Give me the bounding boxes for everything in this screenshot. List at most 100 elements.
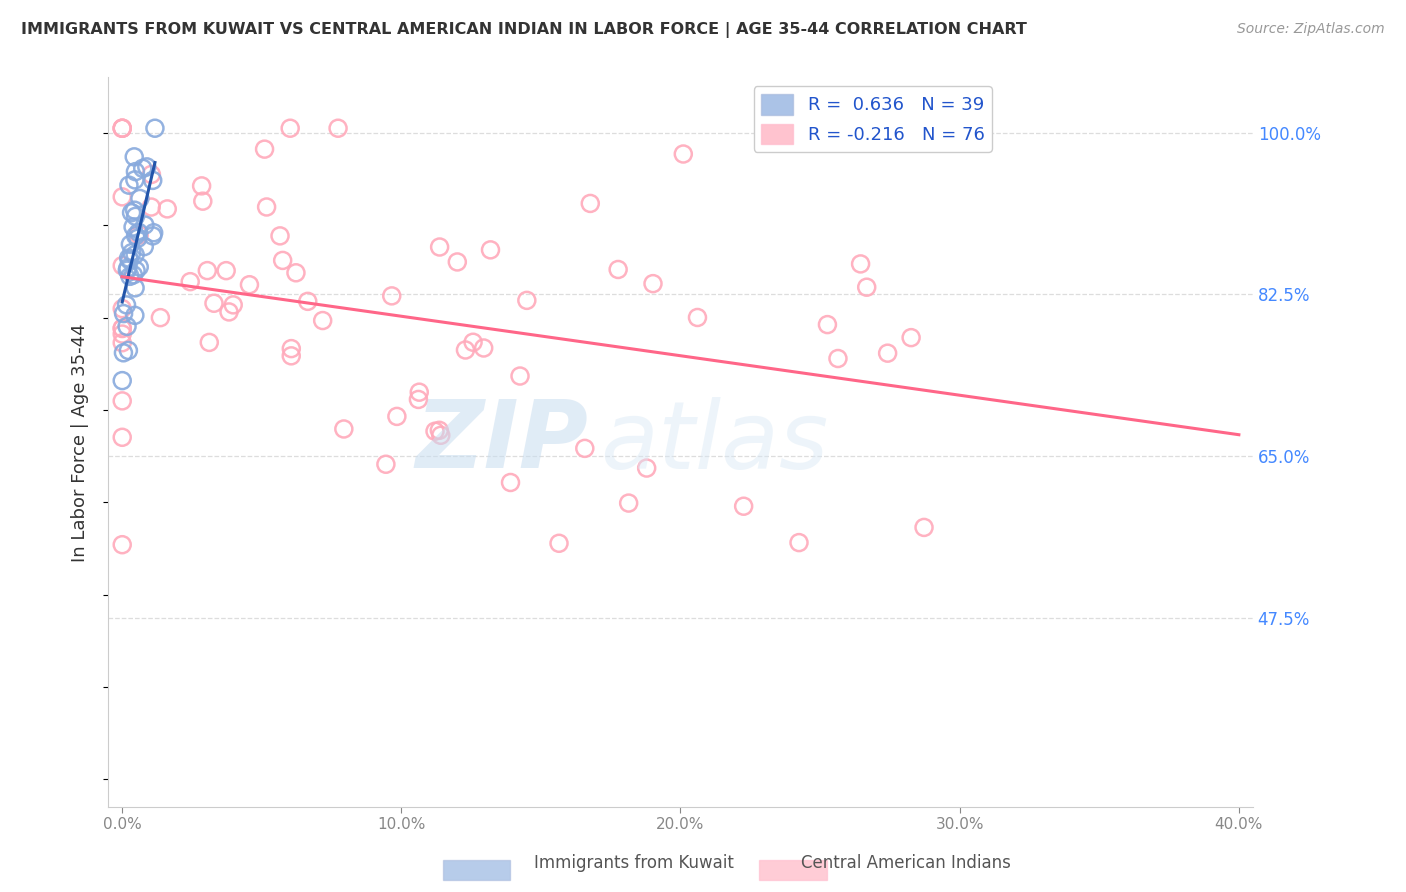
Point [499, 475, 522, 490]
Point [111, 335, 134, 350]
Point [574, 442, 596, 456]
Text: atlas: atlas [600, 397, 828, 488]
Point [297, 294, 319, 309]
Point [111, 190, 134, 204]
Point [222, 298, 245, 312]
Point [128, 225, 150, 239]
Point [111, 259, 134, 273]
Point [430, 428, 453, 442]
Point [111, 393, 134, 408]
Point [125, 263, 148, 277]
Point [141, 200, 163, 214]
Point [454, 343, 477, 357]
Point [124, 247, 146, 261]
Point [121, 205, 143, 219]
Point [134, 218, 156, 232]
Point [733, 500, 755, 514]
Point [787, 535, 810, 549]
Point [121, 245, 143, 260]
Point [124, 203, 146, 218]
Point [124, 281, 146, 295]
Point [149, 310, 172, 325]
Point [115, 319, 138, 334]
Point [617, 496, 640, 510]
Point [195, 263, 218, 277]
Point [124, 309, 146, 323]
Point [156, 202, 179, 216]
Point [111, 538, 134, 552]
Point [198, 335, 221, 350]
Point [111, 121, 134, 136]
Point [461, 335, 484, 350]
Text: Source: ZipAtlas.com: Source: ZipAtlas.com [1237, 22, 1385, 37]
Point [672, 147, 695, 161]
Point [446, 255, 468, 269]
Point [509, 369, 531, 384]
Point [111, 121, 134, 136]
Point [117, 343, 139, 358]
Point [111, 301, 134, 316]
Point [333, 422, 356, 436]
Point [112, 346, 135, 360]
Point [429, 240, 451, 254]
Point [312, 313, 335, 327]
Point [278, 121, 301, 136]
Point [111, 321, 134, 335]
Point [143, 121, 166, 136]
Point [117, 260, 139, 275]
Point [215, 263, 238, 277]
Point [269, 228, 291, 243]
Point [385, 409, 408, 424]
Point [142, 228, 165, 243]
Point [142, 173, 165, 187]
Text: Immigrants from Kuwait: Immigrants from Kuwait [534, 855, 734, 872]
Point [122, 268, 145, 282]
Point [124, 164, 146, 178]
Point [124, 228, 146, 243]
Point [900, 330, 922, 344]
Point [803, 121, 825, 136]
Point [142, 226, 165, 240]
Point [238, 277, 260, 292]
Point [111, 430, 134, 444]
Point [326, 121, 349, 136]
Point [912, 520, 935, 534]
Point [855, 280, 877, 294]
Point [284, 266, 307, 280]
Point [408, 392, 430, 407]
Point [686, 310, 709, 325]
Text: ZIP: ZIP [416, 396, 589, 488]
Point [128, 260, 150, 274]
Point [408, 385, 430, 400]
Point [817, 318, 839, 332]
Point [253, 142, 276, 156]
Point [117, 263, 139, 277]
Point [516, 293, 538, 308]
Point [280, 349, 302, 363]
Point [827, 351, 849, 366]
Point [111, 374, 134, 388]
Point [427, 423, 450, 437]
Point [190, 178, 212, 193]
Point [128, 227, 150, 242]
Y-axis label: In Labor Force | Age 35-44: In Labor Force | Age 35-44 [72, 323, 89, 562]
Point [111, 327, 134, 342]
Point [256, 200, 278, 214]
Point [112, 307, 135, 321]
Point [122, 150, 145, 164]
Point [124, 173, 146, 187]
Point [115, 298, 138, 312]
Point [548, 536, 571, 550]
Point [111, 321, 134, 335]
Point [120, 237, 142, 252]
Point [472, 341, 495, 355]
Point [381, 289, 404, 303]
Point [636, 461, 658, 475]
Point [118, 178, 141, 193]
Point [876, 346, 898, 360]
Point [132, 161, 155, 176]
Point [218, 305, 240, 319]
Point [202, 296, 225, 310]
Point [579, 196, 602, 211]
Point [111, 121, 134, 136]
